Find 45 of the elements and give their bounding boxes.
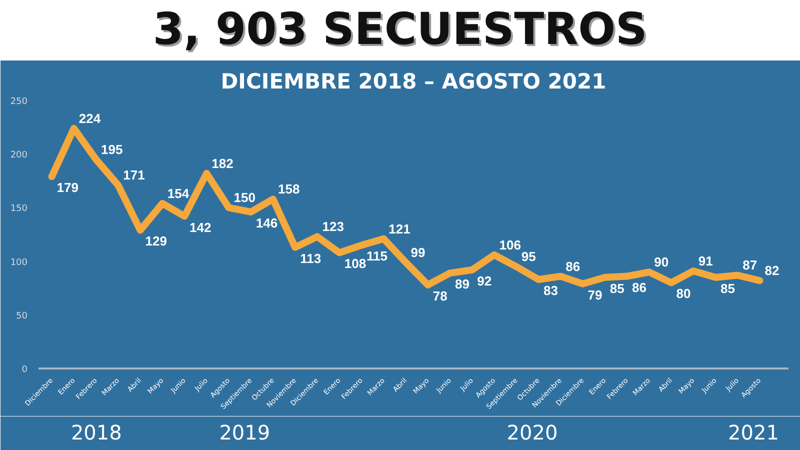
chart-subtitle: DICIEMBRE 2018 – AGOSTO 2021 <box>220 70 606 94</box>
data-label: 123 <box>322 219 344 234</box>
data-label: 87 <box>742 258 758 273</box>
data-label: 121 <box>388 221 410 236</box>
data-label: 115 <box>366 248 388 264</box>
data-label: 82 <box>764 263 780 278</box>
y-tick-label: 200 <box>10 150 28 161</box>
data-label: 146 <box>256 215 278 230</box>
data-label: 86 <box>566 258 580 274</box>
data-label: 79 <box>588 287 602 302</box>
y-tick-label: 50 <box>16 311 28 322</box>
y-tick-label: 150 <box>10 204 28 214</box>
data-label: 90 <box>654 254 669 270</box>
y-tick-label: 100 <box>10 258 28 268</box>
data-label: 85 <box>610 280 624 296</box>
text: 2019 <box>219 420 270 444</box>
data-label: 142 <box>190 220 212 235</box>
data-label: 195 <box>101 142 123 157</box>
data-label: 99 <box>410 244 426 260</box>
data-label: 95 <box>521 249 536 264</box>
chart-title: 3, 903 SECUESTROS <box>152 3 648 57</box>
data-label: 80 <box>676 286 691 302</box>
data-label: 89 <box>455 276 470 292</box>
data-label: 150 <box>234 190 256 206</box>
data-label: 113 <box>300 250 322 266</box>
data-label: 91 <box>698 253 713 268</box>
data-label: 106 <box>499 237 521 252</box>
y-tick-label: 250 <box>10 97 28 107</box>
data-label: 108 <box>344 256 366 272</box>
data-label: 171 <box>123 168 145 183</box>
text: 2020 <box>506 420 558 444</box>
data-label: 78 <box>432 288 448 304</box>
data-label: 179 <box>56 180 78 196</box>
data-label: 158 <box>278 182 300 197</box>
text: 2018 <box>70 420 122 444</box>
y-tick-label: 0 <box>22 365 28 375</box>
data-label: 182 <box>212 156 234 171</box>
data-label: 85 <box>720 280 735 296</box>
data-label: 154 <box>167 186 190 201</box>
text: 2021 <box>728 420 779 444</box>
data-label: 224 <box>78 110 102 126</box>
data-label: 129 <box>145 234 167 249</box>
data-label: 83 <box>544 283 558 298</box>
data-label: 92 <box>477 273 492 288</box>
data-label: 86 <box>632 280 646 295</box>
